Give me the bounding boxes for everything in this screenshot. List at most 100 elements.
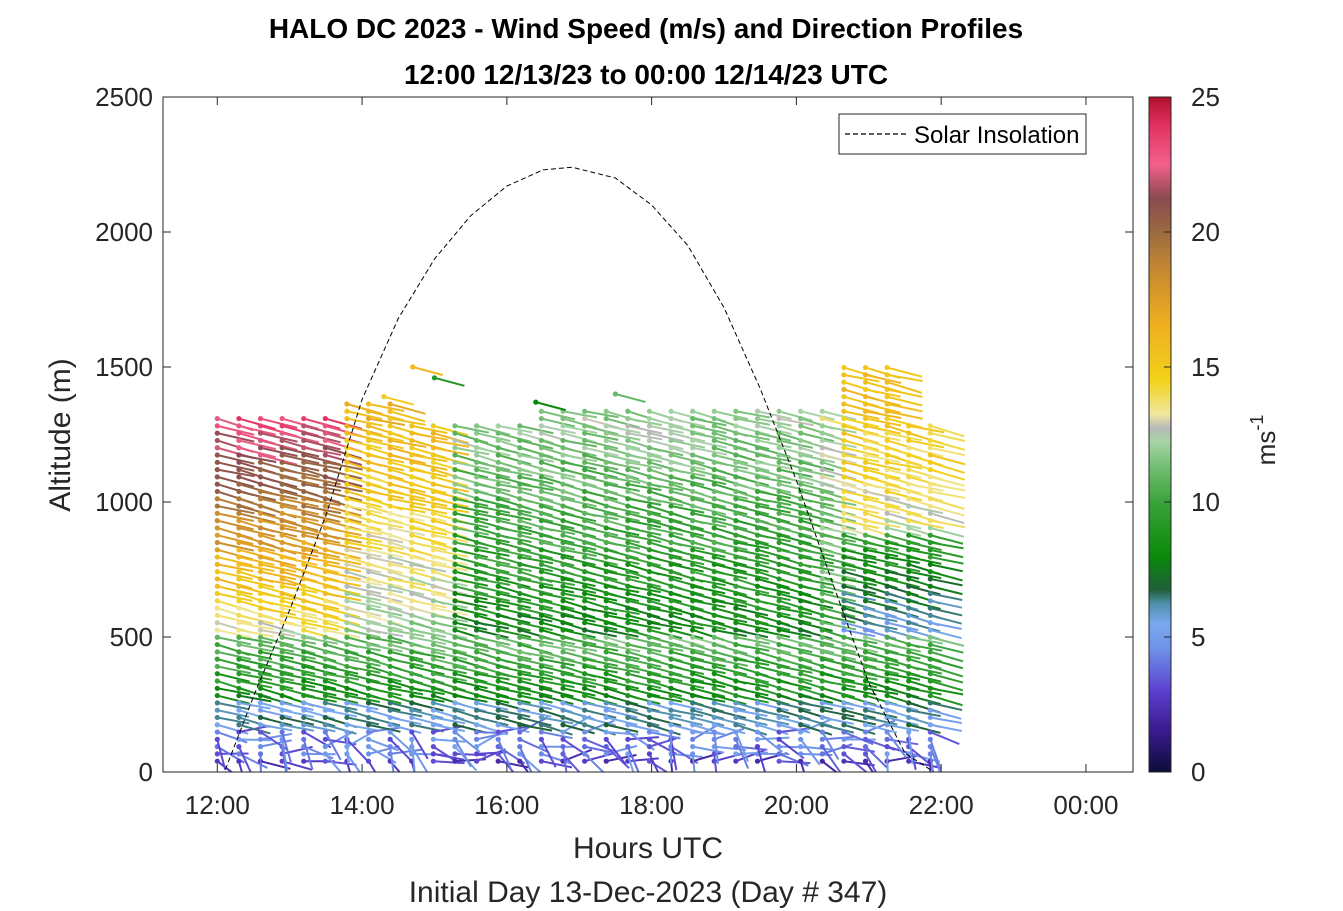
wind-barb-shaft [260,665,294,676]
wind-barb-dot [430,503,436,509]
wind-barb-dot [625,467,631,473]
wind-barb-dot [582,518,588,524]
wind-barb-shaft [411,461,448,471]
wind-barb-shaft [519,636,554,645]
wind-barb-dot [409,641,415,648]
wind-barb-dot [841,685,847,691]
wind-barb-dot [387,423,393,429]
wind-barb-shaft [540,738,557,768]
wind-barb-shaft [670,592,704,603]
wind-barb-dot [603,518,609,524]
wind-barb-dot [236,744,242,750]
wind-barb-dot [452,510,458,516]
wind-barb-shaft [735,687,769,697]
wind-barb-dot [927,627,933,633]
wind-barb-dot [668,722,674,728]
wind-barb-shaft [497,592,532,602]
wind-barb-dot [582,692,588,699]
wind-barb-dot [841,503,847,509]
wind-barb-dot [301,736,307,742]
wind-barb-shaft [368,548,404,559]
x-tick-label: 14:00 [330,790,395,820]
wind-barb-shaft [433,607,469,616]
wind-barb-shaft [930,672,964,684]
wind-barb-shaft [822,592,856,603]
wind-barb-dot [819,583,825,589]
wind-barb-shaft [260,716,293,727]
wind-barb-shaft [368,636,403,645]
wind-barb-shaft [930,723,963,732]
wind-barb-dot [646,445,653,451]
wind-barb-shaft [433,723,466,733]
wind-barb-shaft [389,731,415,755]
wind-barb-shaft [822,687,855,699]
wind-barb-dot [301,510,307,516]
wind-barb-shaft [303,614,339,625]
wind-barb-dot [906,488,912,495]
wind-barb-shaft [670,505,705,514]
wind-barb-dot [776,488,782,495]
wind-barb-shaft [714,534,748,545]
wind-barb-dot [452,452,458,458]
wind-barb-dot [906,459,912,465]
wind-barb-shaft [670,629,704,640]
wind-barb-shaft [476,716,509,727]
wind-barb-dot [322,634,328,640]
wind-barb-shaft [757,621,791,632]
wind-barb-dot [279,503,285,509]
wind-barb-dot [301,569,307,575]
wind-barb-dot [452,459,458,465]
wind-barb-dot [409,423,415,429]
wind-barb-dot [279,525,285,531]
wind-barb-shaft [433,614,468,623]
wind-barb-dot [582,423,588,429]
wind-barb-shaft [411,599,447,609]
wind-barb-shaft [217,585,253,596]
wind-barb-dot [668,496,674,502]
wind-barb-dot [862,401,869,407]
wind-barb-shaft [692,519,727,528]
wind-barb-dot [365,547,372,553]
wind-barb-shaft [433,621,468,631]
wind-barb-dot [387,518,393,524]
wind-barb-dot [560,510,566,516]
wind-barb-shaft [541,680,575,689]
wind-barb-dot [690,620,696,626]
wind-barb-dot [495,481,501,487]
wind-barb-dot [906,678,912,684]
wind-barb-shaft [800,432,835,443]
wind-barb-dot [257,700,264,706]
wind-barb-shaft [735,417,771,426]
wind-barb-dot [322,510,328,516]
wind-barb-shaft [584,607,618,616]
wind-barb-dot [582,532,588,538]
wind-barb-shaft [886,519,922,530]
wind-barb-dot [301,503,307,509]
wind-barb-dot [495,554,501,560]
wind-barb-shaft [930,570,963,582]
wind-barb-shaft [843,446,879,457]
wind-barb-dot [538,649,544,655]
wind-barb-dot [625,656,631,662]
wind-barb-dot [668,700,674,706]
wind-barb-shaft [281,760,313,771]
wind-barb-dot [841,547,847,553]
wind-barb-shaft [216,739,227,770]
wind-barb-dot [862,758,869,764]
wind-barb-dot [819,692,825,699]
wind-barb-dot [301,488,307,495]
wind-barb-shaft [519,716,549,733]
wind-barb-shaft [562,512,597,523]
wind-barb-shaft [281,490,320,502]
wind-barb-dot [884,569,890,575]
wind-barb-shaft [714,709,747,719]
wind-barb-shaft [843,454,880,463]
wind-barb-shaft [519,556,554,565]
wind-barb-shaft [865,563,898,575]
wind-barb-shaft [735,680,769,688]
wind-barb-dot [798,583,804,589]
wind-barb-shaft [476,534,510,544]
wind-barb-dot [841,408,847,414]
wind-barb-shaft [865,475,901,488]
wind-barb-dot [279,685,285,691]
